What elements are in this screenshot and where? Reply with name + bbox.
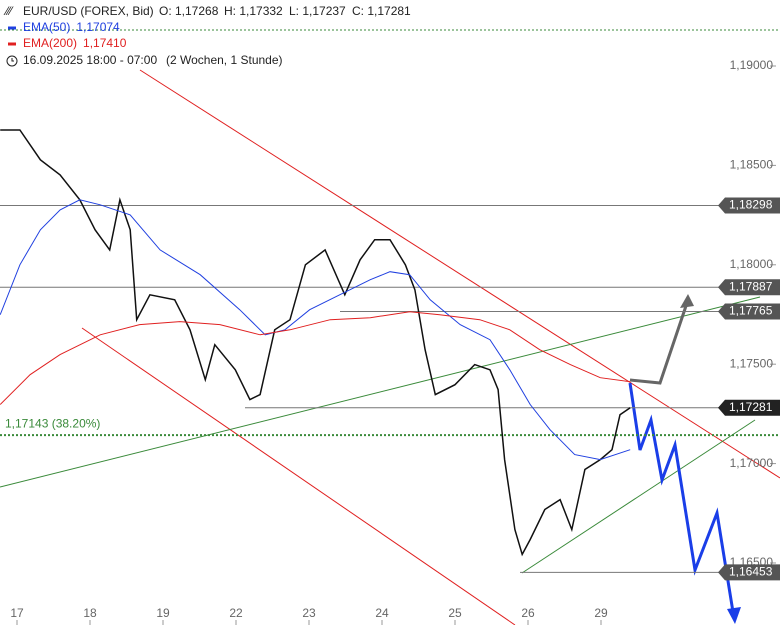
x-tick-label: 22: [229, 606, 243, 620]
price-box-label: 1,16453: [729, 564, 773, 578]
x-tick-label: 19: [156, 606, 170, 620]
channel-lower: [81, 327, 516, 625]
price-box: [718, 279, 780, 296]
price-box-label: 1,18298: [729, 198, 773, 212]
icon: ⁄⁄⁄: [3, 4, 14, 18]
ema-line: [0, 199, 631, 461]
ohlc: C: 1,17281: [352, 4, 411, 18]
scenario-arrow: [629, 299, 690, 385]
clock-icon: [11, 58, 14, 62]
y-tick-label: 1,17500: [730, 356, 774, 370]
price-box: [718, 564, 780, 581]
ohlc: O: 1,17268: [159, 4, 219, 18]
legend-name: EMA(50): [23, 20, 70, 34]
trendline: [521, 419, 756, 574]
ohlc: H: 1,17332: [224, 4, 283, 18]
price-box-label: 1,17887: [729, 279, 773, 293]
scenario-arrow: [628, 382, 735, 613]
price-box: [718, 303, 780, 320]
price-box-label: 1,17281: [729, 400, 773, 414]
price-box: [718, 197, 780, 214]
legend-swatch: [8, 42, 16, 46]
y-tick-label: 1,19000: [730, 58, 774, 72]
date-range: 16.09.2025 18:00 - 07:00: [23, 53, 157, 67]
x-tick-label: 23: [302, 606, 316, 620]
arrow-head: [727, 607, 741, 624]
price-box: [718, 399, 780, 416]
symbol: EUR/USD (FOREX, Bid): [23, 4, 154, 18]
x-tick-label: 25: [448, 606, 462, 620]
x-tick-label: 29: [594, 606, 608, 620]
legend-swatch: [8, 26, 16, 30]
clock-icon: [6, 55, 18, 67]
ohlc: L: 1,17237: [289, 4, 346, 18]
channel-upper: [139, 69, 780, 479]
price-box-label: 1,17765: [729, 304, 773, 318]
x-tick-label: 18: [83, 606, 97, 620]
y-tick-label: 1,17000: [730, 456, 774, 470]
x-tick-label: 17: [10, 606, 24, 620]
ema-line: [0, 311, 631, 405]
x-tick-label: 26: [521, 606, 535, 620]
legend-name: EMA(200): [23, 36, 77, 50]
y-tick-label: 1,18000: [730, 257, 774, 271]
annotations: [0, 29, 780, 625]
legend: ⁄⁄⁄ EUR/USD (FOREX, Bid) O: 1,17268 H: 1…: [3, 4, 411, 67]
y-tick-label: 1,18500: [730, 158, 774, 172]
price-line: [0, 129, 631, 557]
fib-label: 1,17143 (38.20%): [5, 416, 100, 430]
arrow-head: [680, 294, 694, 308]
x-tick-label: 24: [375, 606, 389, 620]
period: (2 Wochen, 1 Stunde): [166, 53, 283, 67]
legend-value: 1,17074: [76, 20, 120, 34]
trendline: [0, 296, 761, 488]
legend-value: 1,17410: [83, 36, 127, 50]
